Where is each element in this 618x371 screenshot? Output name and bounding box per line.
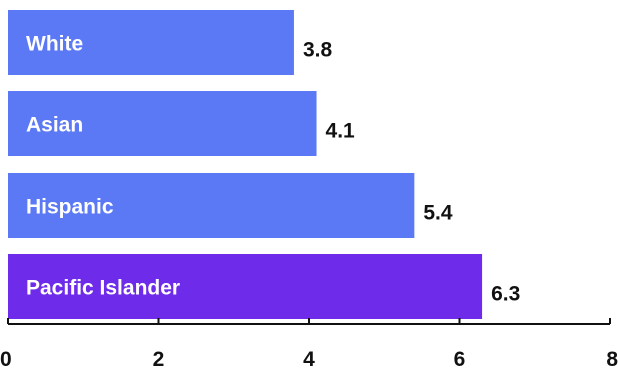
x-tick-label: 4 — [303, 348, 315, 371]
bar-value-label: 5.4 — [423, 202, 453, 225]
bar-category-label: Pacific Islander — [26, 277, 180, 300]
x-tick-label: 0 — [0, 348, 12, 371]
bar-pacific-islander — [8, 254, 483, 319]
x-tick-label: 6 — [454, 348, 466, 371]
bar-asian — [8, 91, 317, 156]
bar-value-label: 3.8 — [303, 39, 333, 62]
bar-value-label: 6.3 — [491, 283, 520, 306]
bar-category-label: White — [26, 33, 83, 56]
x-tick-label: 8 — [606, 348, 618, 371]
bar-category-label: Asian — [26, 114, 83, 137]
bar-white — [8, 10, 294, 75]
bar-category-label: Hispanic — [26, 196, 114, 219]
x-axis: 0 2 4 6 8 — [0, 318, 618, 371]
bar-hispanic — [8, 173, 415, 238]
x-tick-label: 2 — [153, 348, 165, 371]
bar-value-label: 4.1 — [326, 120, 356, 143]
bars-group: White 3.8 Asian 4.1 Hispanic 5.4 Pacific Islan… — [8, 10, 520, 319]
